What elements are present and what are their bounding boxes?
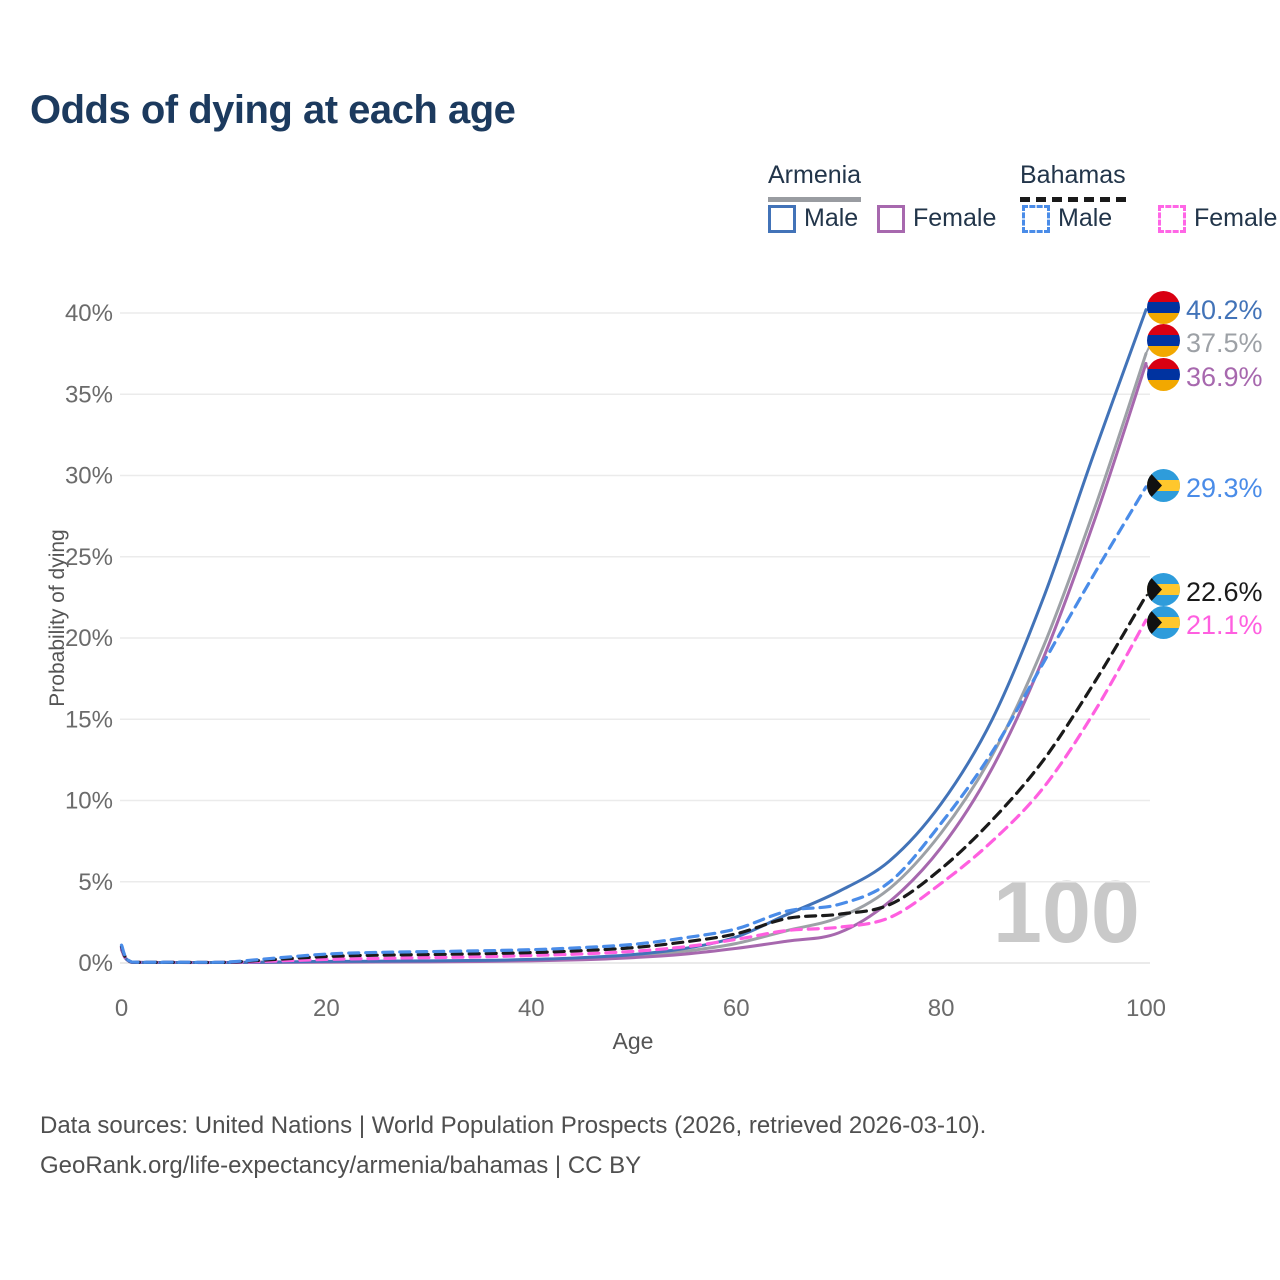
data-source-line2[interactable]: GeoRank.org/life-expectancy/armenia/baha… (40, 1152, 642, 1180)
y-tick-15%: 15% (65, 706, 113, 733)
y-tick-20%: 20% (65, 625, 113, 652)
legend-item-bahamas-male[interactable]: Male (1022, 204, 1112, 233)
legend-item-label: Male (1058, 204, 1113, 232)
y-tick-35%: 35% (65, 381, 113, 408)
y-tick-30%: 30% (65, 463, 113, 490)
bahamas-flag-icon (1147, 606, 1180, 644)
legend-bahamas-label[interactable]: Bahamas (1020, 161, 1126, 202)
armenia-flag-icon (1147, 358, 1180, 391)
armenia-male-swatch-icon (768, 204, 796, 233)
end-label-bahamas-female: 21.1% (1147, 606, 1263, 644)
armenia-flag-icon (1147, 324, 1180, 357)
x-tick-20: 20 (313, 995, 340, 1022)
page-title: Odds of dying at each age (30, 88, 516, 132)
x-tick-60: 60 (723, 995, 750, 1022)
legend-item-armenia-male[interactable]: Male (768, 204, 858, 233)
x-tick-0: 0 (115, 995, 128, 1022)
legend-item-label: Female (913, 204, 997, 232)
end-value: 40.2% (1186, 294, 1263, 325)
legend-group-bahamas: Bahamas (1020, 161, 1126, 202)
legend-item-label: Male (804, 204, 859, 232)
line-bahamas-both-sexes (119, 594, 1148, 965)
bahamas-flag-icon (1147, 606, 1180, 639)
line-armenia-male (120, 308, 1148, 964)
legend-item-armenia-female[interactable]: Female (877, 204, 996, 233)
legend-item-label: Female (1194, 204, 1278, 232)
armenia-female-swatch-icon (877, 204, 905, 233)
end-label-armenia-both: 37.5% (1147, 324, 1263, 362)
armenia-flag-icon (1147, 358, 1180, 396)
end-label-bahamas-male: 29.3% (1147, 469, 1263, 507)
bahamas-flag-icon (1147, 469, 1180, 507)
y-tick-5%: 5% (78, 869, 113, 896)
x-axis-title: Age (612, 1028, 654, 1054)
x-tick-100: 100 (1126, 995, 1166, 1022)
data-source-line1: Data sources: United Nations | World Pop… (40, 1112, 987, 1139)
end-value: 36.9% (1186, 361, 1263, 392)
y-tick-25%: 25% (65, 544, 113, 571)
x-tick-80: 80 (928, 995, 955, 1022)
end-label-bahamas-both: 22.6% (1147, 573, 1263, 611)
legend-armenia-label[interactable]: Armenia (768, 161, 862, 202)
y-tick-40%: 40% (65, 300, 113, 327)
legend-item-bahamas-female[interactable]: Female (1158, 204, 1277, 233)
armenia-flag-icon (1147, 291, 1180, 329)
bahamas-male-swatch-icon (1022, 204, 1050, 233)
end-value: 22.6% (1186, 576, 1263, 607)
end-value: 29.3% (1186, 472, 1263, 503)
x-tick-40: 40 (518, 995, 545, 1022)
y-tick-0%: 0% (78, 950, 113, 977)
bahamas-flag-icon (1147, 469, 1180, 502)
line-armenia-both-sexes (120, 352, 1148, 964)
line-armenia-female (120, 361, 1148, 964)
bahamas-flag-icon (1147, 573, 1180, 606)
end-value: 37.5% (1186, 327, 1263, 358)
end-label-armenia-male: 40.2% (1147, 291, 1263, 329)
line-bahamas-female (119, 618, 1148, 965)
armenia-flag-icon (1147, 324, 1180, 362)
line-bahamas-male (119, 485, 1148, 964)
armenia-flag-icon (1147, 291, 1180, 324)
bahamas-flag-icon (1147, 573, 1180, 611)
bahamas-female-swatch-icon (1158, 204, 1186, 233)
y-tick-10%: 10% (65, 788, 113, 815)
end-label-armenia-female: 36.9% (1147, 358, 1263, 396)
legend-group-armenia: Armenia (768, 161, 862, 202)
data-source-note: Data sources: United Nations | World Pop… (40, 1106, 986, 1186)
end-value: 21.1% (1186, 609, 1263, 640)
